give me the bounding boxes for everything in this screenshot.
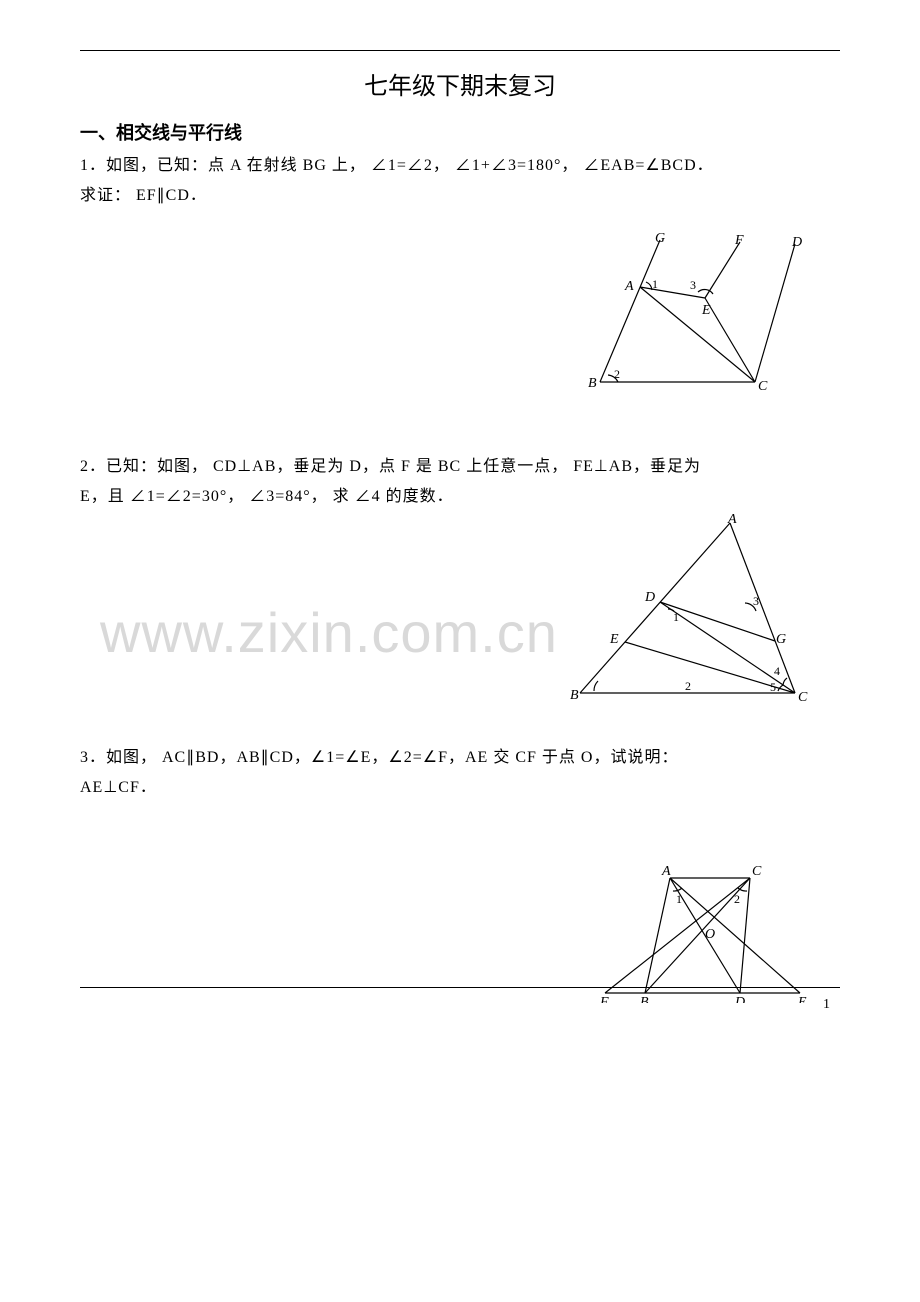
fig2-label-B: B: [570, 688, 579, 703]
top-rule: [80, 50, 840, 51]
fig1-label-G: G: [655, 232, 665, 246]
fig2-label-D: D: [644, 590, 655, 605]
fig2-angle-1: 1: [673, 610, 679, 624]
fig2-angle-3: 3: [753, 594, 759, 608]
fig1-label-B: B: [588, 376, 597, 391]
fig2-angle-4: 4: [774, 664, 780, 678]
fig3-label-E: E: [797, 995, 807, 1003]
fig1-label-A: A: [624, 279, 634, 294]
fig1-angle-3: 3: [690, 278, 696, 292]
fig1-label-C: C: [758, 379, 768, 392]
fig2-label-C: C: [798, 690, 808, 703]
problem-3-line1: 3．如图， AC∥BD，AB∥CD，∠1=∠E，∠2=∠F，AE 交 CF 于点…: [80, 743, 840, 773]
fig2-angle-5: 5: [770, 680, 776, 694]
fig1-label-F: F: [734, 233, 744, 248]
fig3-label-A: A: [661, 864, 671, 879]
problem-2-line2: E，且 ∠1=∠2=30°， ∠3=84°， 求 ∠4 的度数．: [80, 482, 840, 512]
fig1-label-E: E: [701, 303, 711, 318]
problem-1-line1: 1．如图，已知：点 A 在射线 BG 上， ∠1=∠2， ∠1+∠3=180°，…: [80, 151, 840, 181]
fig1-angle-2: 2: [614, 367, 620, 381]
problem-1-line2: 求证： EF∥CD．: [80, 181, 840, 211]
fig1-angle-1: 1: [652, 277, 658, 291]
page-title: 七年级下期末复习: [80, 66, 840, 101]
section-heading: 一、相交线与平行线: [80, 119, 840, 145]
fig3-label-C: C: [752, 864, 762, 879]
fig2-label-A: A: [727, 513, 737, 527]
figure-3: A C F B D E O 1 2: [600, 863, 810, 1003]
fig2-label-E: E: [609, 632, 619, 647]
fig2-label-G: G: [776, 632, 786, 647]
fig3-angle-1: 1: [676, 892, 682, 906]
problem-2-line1: 2．已知：如图， CD⊥AB，垂足为 D，点 F 是 BC 上任意一点， FE⊥…: [80, 452, 840, 482]
fig3-angle-2: 2: [734, 892, 740, 906]
fig2-angle-2: 2: [685, 679, 691, 693]
figure-2: A B C D E G 1 2 3 4 5: [570, 513, 810, 703]
figure-1: G F D A E B C 1 2 3: [580, 232, 810, 392]
fig3-label-O: O: [705, 927, 715, 942]
fig3-label-B: B: [640, 995, 649, 1003]
fig3-label-D: D: [734, 995, 745, 1003]
fig1-label-D: D: [791, 235, 802, 250]
fig3-label-F: F: [600, 995, 609, 1003]
problem-3-line2: AE⊥CF．: [80, 773, 840, 803]
